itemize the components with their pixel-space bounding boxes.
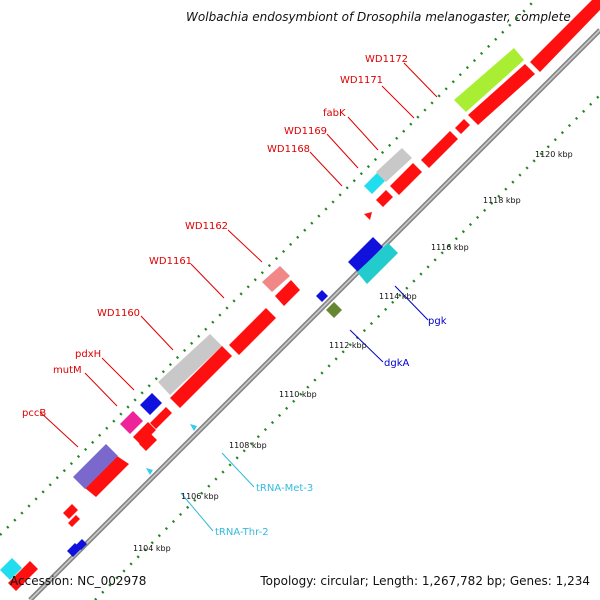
gene-label: WD1169 [284,126,327,137]
gene-box [454,48,524,112]
trna-label: tRNA-Thr-2 [215,527,269,538]
leader-line [140,315,174,351]
gene-box [364,173,385,194]
gene-label: pgk [428,316,447,327]
leader-line [180,492,214,532]
scale-label: 1104 kbp [133,544,171,553]
gene-arrow [530,0,600,72]
gene-arrow [468,64,535,125]
scale-label: 1112 kbp [329,341,367,350]
gene-box [73,444,118,489]
gene-arrow [139,433,157,451]
leader-line [394,285,429,321]
leader-lines [39,62,438,532]
gene-box [326,302,342,318]
outer-tick-row [0,0,537,536]
gene-box [0,558,22,580]
leader-line [101,357,135,391]
gene-box [357,243,398,284]
gene-labels-bottom: dgkA pgk [384,316,447,369]
scale-label: 1106 kbp [181,492,219,501]
leader-line [84,372,118,407]
scale-label: 1116 kbp [431,243,469,252]
genome-summary: Topology: circular; Length: 1,267,782 bp… [260,574,590,588]
gene-box [140,393,162,415]
gene-arrow [85,456,129,497]
gene-arrow [275,280,300,306]
gene-box [120,411,143,434]
accession-label: Accession: NC_002978 [10,574,147,588]
scale-label: 1108 kbp [229,441,267,450]
gene-arrow [68,515,80,527]
leader-line [190,263,225,299]
leader-line [309,151,343,187]
leader-line [403,62,438,98]
gene-arrow [63,504,78,519]
leader-line [347,116,379,151]
gene-label: WD1162 [185,221,228,232]
gene-label: dgkA [384,358,409,369]
leader-line [39,411,79,448]
gene-label: WD1168 [267,144,310,155]
gene-arrow [316,290,328,302]
trna-labels: tRNA-Thr-2 tRNA-Met-3 [215,483,313,538]
gene-label: WD1172 [365,54,408,65]
map-title: Wolbachia endosymbiont of Drosophila mel… [186,10,586,24]
gene-arrow [455,119,470,134]
gene-arrow [76,539,87,550]
scale-label: 1114 kbp [379,292,417,301]
gene-label: WD1160 [97,308,140,319]
gene-arrow [150,407,172,429]
gene-box [348,237,383,272]
trna-label: tRNA-Met-3 [256,483,313,494]
gene-label: mutM [53,365,82,376]
gene-arrow [133,422,156,445]
trna-marker [190,424,197,431]
trna-marker [146,468,153,475]
gene-box [376,148,412,182]
gene-arrow [421,131,458,168]
leader-line [221,452,255,488]
leader-line [381,85,415,119]
gene-label: WD1161 [149,256,192,267]
gene-box [158,334,222,395]
scale-label: 1118 kbp [483,196,521,205]
gene-arrow [170,346,232,408]
gene-arrow [8,561,38,591]
gene-label: pdxH [75,349,101,360]
leader-line [227,229,263,263]
gene-labels-top: pccB mutM pdxH WD1160 WD1161 WD1162 WD1168 WD11… [22,54,408,419]
leader-line [326,133,359,169]
genome-backbone-highlight [29,29,600,600]
gene-label: pccB [22,408,46,419]
gene-arrow [390,163,422,195]
reverse-features [67,212,398,557]
scale-label: 1110 kbp [279,390,317,399]
gene-arrow [229,308,276,355]
scale-label: 1120 kbp [535,150,573,159]
gene-box [262,266,290,292]
gene-label: WD1171 [340,75,383,86]
scale-labels: 1104 kbp 1106 kbp 1108 kbp 1110 kbp 1112 kbp… [133,150,573,553]
gene-arrow [364,212,372,220]
gene-label: fabK [323,108,346,119]
leader-line [349,329,384,363]
gene-arrow [376,190,393,207]
